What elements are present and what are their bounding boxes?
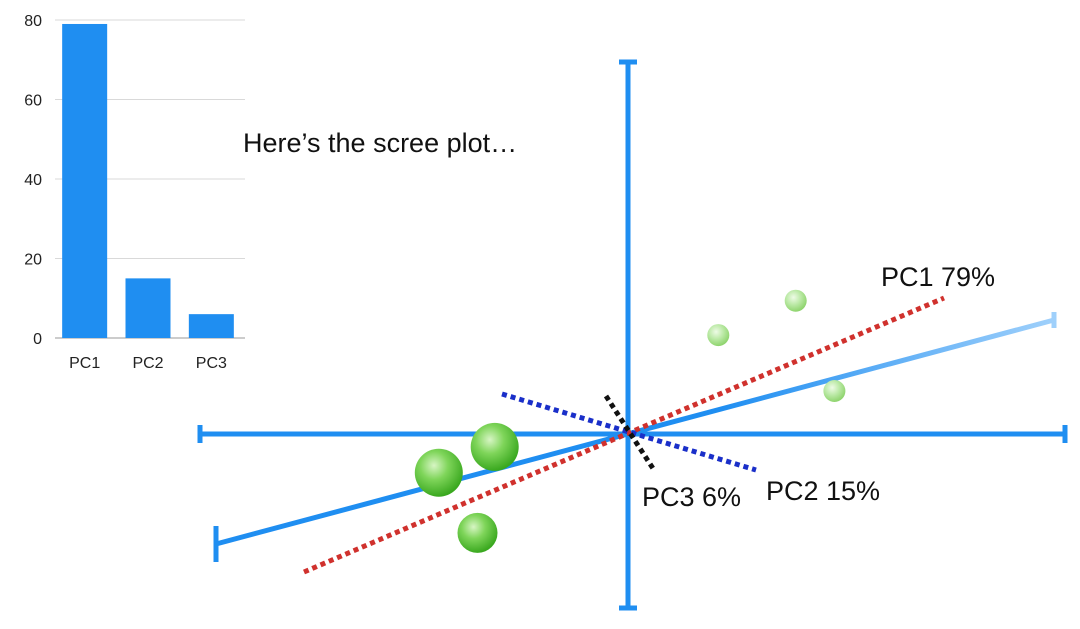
data-point: [470, 422, 519, 471]
pc1-line: [303, 295, 945, 575]
pc1-label: PC1 79%: [881, 262, 996, 292]
x-tick-label: PC3: [196, 355, 227, 372]
x-tick-label: PC2: [132, 355, 163, 372]
bar-pc3: [188, 314, 234, 338]
y-tick-label: 80: [24, 13, 42, 30]
y-tick-label: 60: [24, 93, 42, 110]
data-point: [823, 380, 846, 402]
y-tick-label: 40: [24, 172, 42, 189]
y-tick-label: 0: [33, 331, 42, 348]
slide-caption: Here’s the scree plot…: [243, 128, 518, 158]
pc2-line: [501, 391, 757, 473]
data-point: [784, 289, 807, 312]
scree-bar-chart: 0 20 40 60 80 PC1 PC2 PC3: [24, 13, 245, 372]
pc2-label: PC2 15%: [766, 476, 881, 506]
bar-pc2: [125, 278, 171, 338]
y-tick-label: 20: [24, 252, 42, 269]
data-point: [707, 324, 730, 347]
data-point: [414, 448, 463, 497]
pca-scatter-plot: [197, 59, 1068, 611]
x-tick-label: PC1: [69, 355, 100, 372]
pc3-label: PC3 6%: [642, 482, 742, 512]
pc3-line: [603, 394, 657, 472]
data-point: [457, 512, 498, 553]
bar-pc1: [62, 23, 108, 338]
